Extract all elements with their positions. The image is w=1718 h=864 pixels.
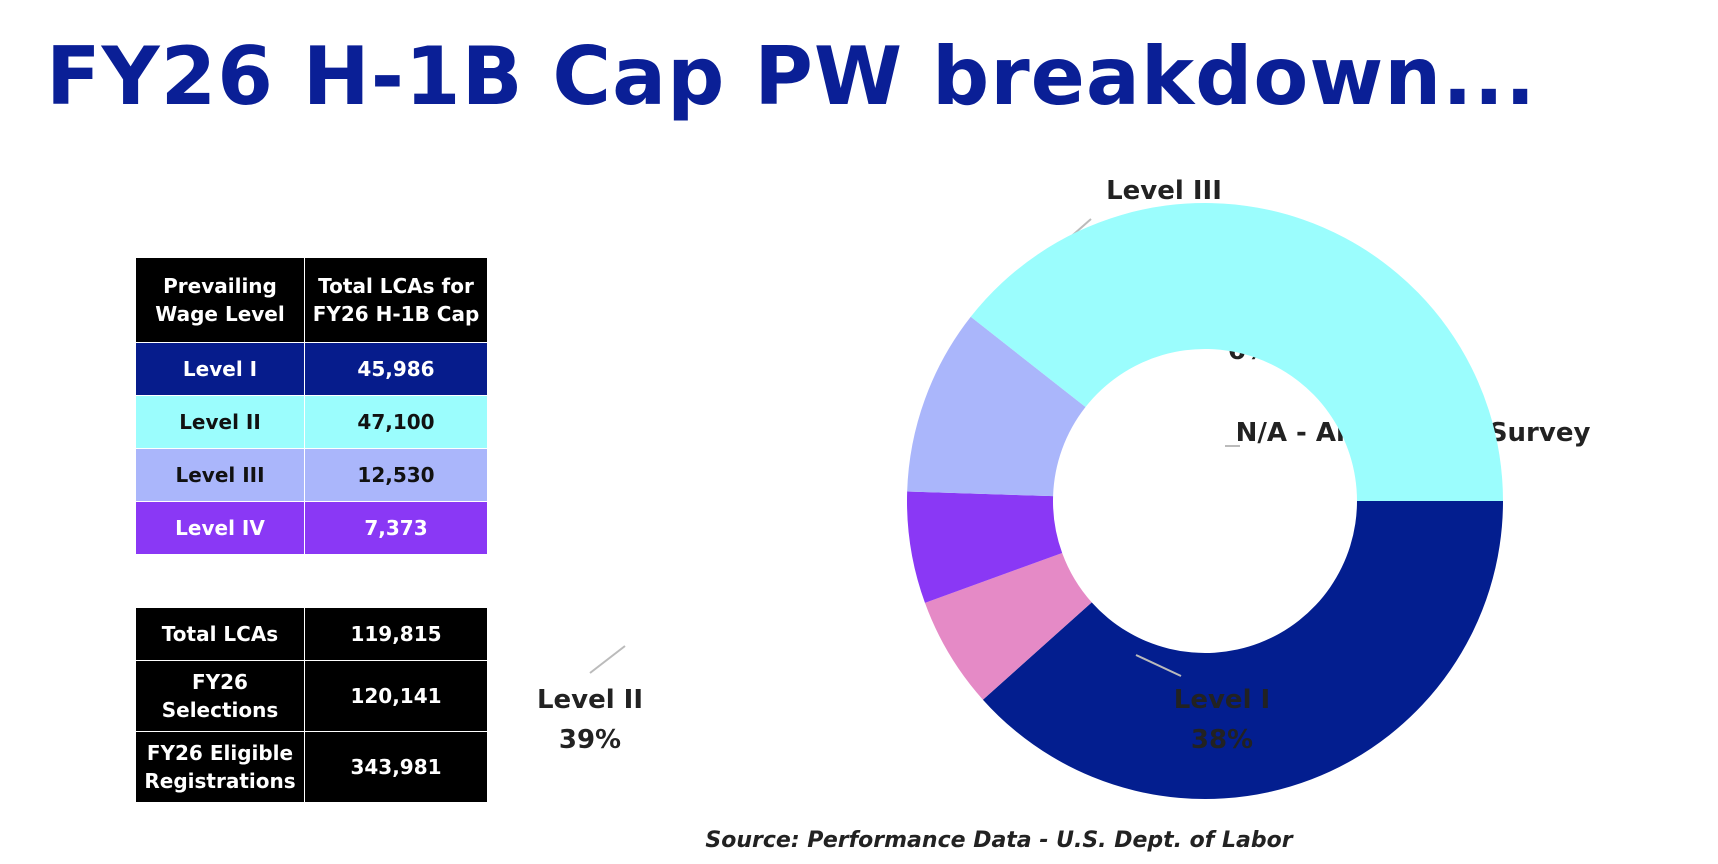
table-row: Level IV 7,373 bbox=[135, 501, 488, 555]
leader-line bbox=[589, 645, 626, 674]
table-row: Level III 12,530 bbox=[135, 448, 488, 502]
summary-table: Total LCAs 119,815 FY26 Selections 120,1… bbox=[135, 607, 488, 803]
table-header-row: Prevailing Wage Level Total LCAs for FY2… bbox=[135, 257, 488, 343]
summary-row-selections: FY26 Selections 120,141 bbox=[135, 660, 488, 732]
count-cell: 47,100 bbox=[304, 395, 488, 449]
count-cell: 7,373 bbox=[304, 501, 488, 555]
summary-row-eligible-registrations: FY26 Eligible Registrations 343,981 bbox=[135, 731, 488, 803]
summary-value: 120,141 bbox=[304, 660, 488, 732]
slice-percent-label: 38% bbox=[1191, 725, 1253, 755]
page-title: FY26 H-1B Cap PW breakdown... bbox=[46, 30, 1537, 123]
donut-slice-n-a-alternative-survey bbox=[924, 552, 1092, 700]
slice-category-label: Level I bbox=[1174, 685, 1270, 715]
source-note: Source: Performance Data - U.S. Dept. of… bbox=[705, 828, 1293, 853]
summary-row-total-lcas: Total LCAs 119,815 bbox=[135, 607, 488, 661]
summary-value: 343,981 bbox=[304, 731, 488, 803]
donut-slice-level-i bbox=[982, 501, 1503, 799]
slice-category-label: Level III bbox=[1106, 176, 1222, 206]
count-cell: 45,986 bbox=[304, 342, 488, 396]
leader-line bbox=[1135, 654, 1182, 677]
donut-slice-level-ii bbox=[970, 202, 1503, 502]
summary-label: FY26 Eligible Registrations bbox=[135, 731, 305, 803]
wage-level-table: Prevailing Wage Level Total LCAs for FY2… bbox=[135, 257, 488, 555]
level-cell: Level II bbox=[135, 395, 305, 449]
summary-label: Total LCAs bbox=[135, 607, 305, 661]
level-cell: Level I bbox=[135, 342, 305, 396]
donut-slice-level-iii bbox=[907, 316, 1086, 497]
count-cell: 12,530 bbox=[304, 448, 488, 502]
header-prevailing-wage-level: Prevailing Wage Level bbox=[135, 257, 305, 343]
summary-label: FY26 Selections bbox=[135, 660, 305, 732]
slice-category-label: Level II bbox=[537, 685, 643, 715]
summary-value: 119,815 bbox=[304, 607, 488, 661]
table-row: Level II 47,100 bbox=[135, 395, 488, 449]
donut-slice-level-iv bbox=[907, 491, 1063, 603]
header-total-lcas: Total LCAs for FY26 H-1B Cap bbox=[304, 257, 488, 343]
table-row: Level I 45,986 bbox=[135, 342, 488, 396]
slice-percent-label: 39% bbox=[559, 725, 621, 755]
level-cell: Level IV bbox=[135, 501, 305, 555]
